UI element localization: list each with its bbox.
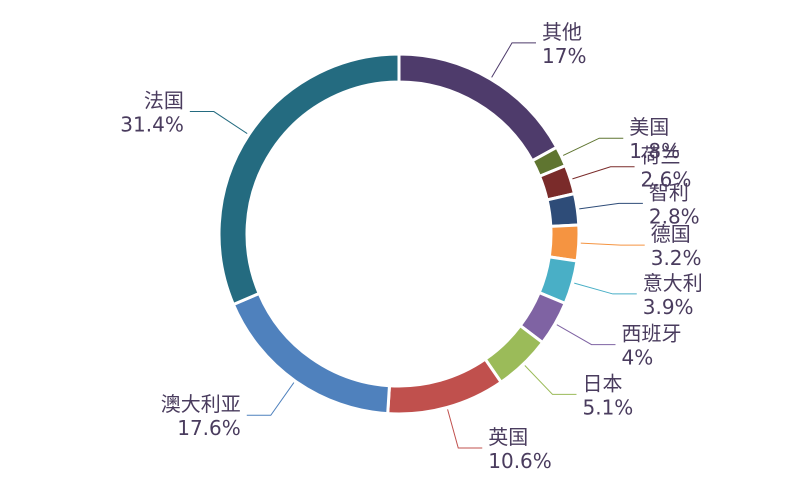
donut-slice-3: [545, 191, 581, 228]
leader-line-9: [246, 382, 295, 416]
slice-label-4: 德国: [651, 222, 691, 246]
slice-value-label-9: 17.6%: [177, 416, 241, 440]
leader-line-2: [572, 166, 635, 180]
slice-label-3: 智利: [649, 180, 689, 204]
slice-value-label-3: 2.8%: [649, 204, 700, 228]
donut-slices: [217, 52, 581, 416]
slice-value-label-4: 3.2%: [651, 246, 702, 270]
slice-label-1: 美国: [629, 115, 669, 139]
donut-slice-10: [217, 52, 401, 307]
slice-value-label-10: 31.4%: [120, 113, 184, 137]
slice-label-10: 法国: [144, 89, 184, 113]
slice-value-label-7: 5.1%: [582, 395, 633, 419]
slice-value-label-1: 1.8%: [629, 139, 680, 163]
leader-line-3: [579, 202, 643, 210]
leader-line-4: [580, 242, 645, 246]
donut-slice-8: [386, 357, 504, 416]
slice-value-label-8: 10.6%: [488, 449, 552, 473]
leader-line-0: [491, 42, 537, 78]
donut-slice-9: [231, 291, 392, 416]
leader-line-7: [524, 365, 577, 395]
slice-value-label-6: 4%: [621, 346, 653, 370]
slice-label-7: 日本: [582, 371, 622, 395]
donut-slice-4: [547, 223, 581, 263]
slice-label-6: 西班牙: [621, 322, 681, 346]
leader-line-10: [189, 111, 248, 135]
slice-label-0: 其他: [542, 20, 582, 44]
slice-label-8: 英国: [488, 425, 528, 449]
donut-slice-0: [397, 52, 559, 163]
slice-value-label-2: 2.6%: [641, 168, 692, 192]
slice-label-5: 意大利: [643, 271, 703, 295]
slice-label-2: 荷兰: [641, 144, 681, 168]
leader-line-5: [574, 282, 637, 295]
leader-line-6: [556, 324, 616, 346]
leader-line-1: [562, 137, 624, 156]
slice-label-9: 澳大利亚: [161, 392, 241, 416]
slice-value-label-5: 3.9%: [643, 295, 694, 319]
slice-value-label-0: 17%: [542, 44, 586, 68]
leader-line-8: [447, 409, 483, 449]
